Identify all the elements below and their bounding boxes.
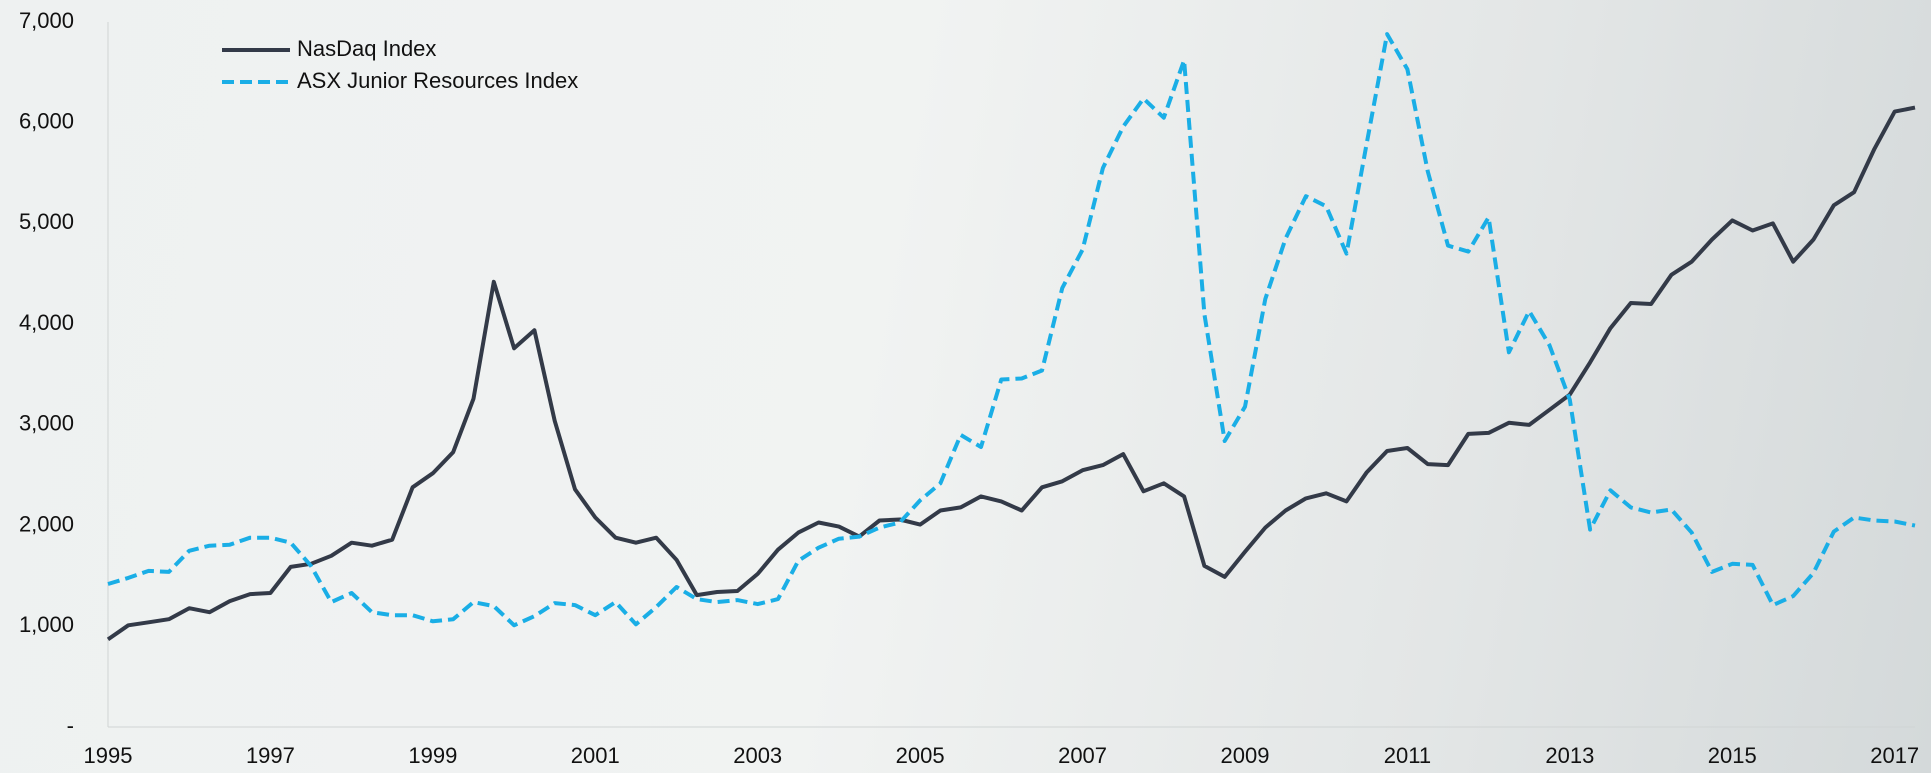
x-tick-label: 1997 xyxy=(246,743,295,768)
x-tick-label: 2005 xyxy=(896,743,945,768)
y-tick-label: 5,000 xyxy=(19,209,74,234)
x-tick-label: 1999 xyxy=(408,743,457,768)
y-tick-label: - xyxy=(67,713,74,738)
x-tick-label: 2009 xyxy=(1221,743,1270,768)
x-tick-label: 2013 xyxy=(1545,743,1594,768)
y-tick-label: 3,000 xyxy=(19,411,74,436)
x-tick-label: 2001 xyxy=(571,743,620,768)
x-tick-label: 2003 xyxy=(733,743,782,768)
series-line xyxy=(107,32,1916,628)
x-tick-label: 2007 xyxy=(1058,743,1107,768)
y-tick-label: 4,000 xyxy=(19,310,74,335)
y-tick-label: 2,000 xyxy=(19,511,74,536)
x-tick-label: 1995 xyxy=(84,743,133,768)
y-tick-label: 6,000 xyxy=(19,109,74,134)
y-tick-label: 1,000 xyxy=(19,612,74,637)
x-tick-label: 2015 xyxy=(1708,743,1757,768)
series-line xyxy=(106,105,1916,642)
legend-label: ASX Junior Resources Index xyxy=(297,68,578,93)
x-tick-label: 2011 xyxy=(1384,743,1431,768)
x-tick-label: 2017 xyxy=(1870,743,1919,768)
legend-label: NasDaq Index xyxy=(297,36,436,61)
y-tick-label: 7,000 xyxy=(19,8,74,33)
